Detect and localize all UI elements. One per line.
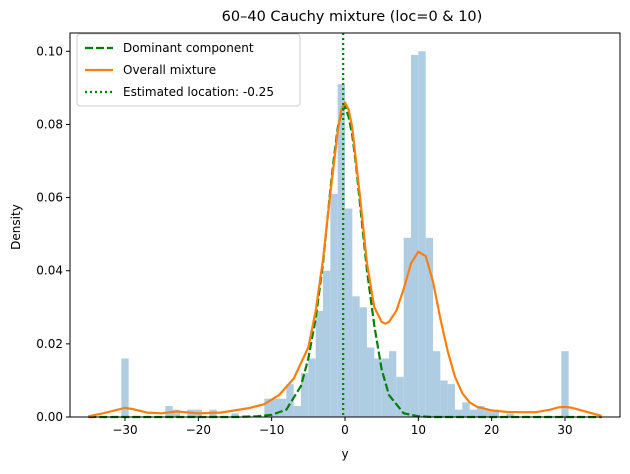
histogram-bar bbox=[425, 237, 433, 417]
histogram-bar bbox=[411, 54, 419, 417]
x-axis-label: y bbox=[341, 447, 348, 461]
y-tick-label: 0.08 bbox=[36, 117, 63, 131]
histogram-bar bbox=[323, 270, 331, 417]
histogram-bar bbox=[440, 380, 448, 417]
x-tick-label: −10 bbox=[259, 423, 284, 437]
histogram-bar bbox=[359, 307, 367, 417]
histogram-bar bbox=[172, 409, 180, 417]
legend: Dominant component Overall mixture Estimat… bbox=[76, 33, 301, 107]
histogram-bar bbox=[506, 413, 514, 417]
x-tick-label: −30 bbox=[112, 423, 137, 437]
legend-label: Dominant component bbox=[123, 41, 254, 55]
y-tick-label: 0.06 bbox=[36, 191, 63, 205]
x-tick-label: 30 bbox=[557, 423, 572, 437]
legend-box bbox=[76, 33, 301, 107]
histogram-bar bbox=[121, 358, 129, 417]
histogram-bar bbox=[455, 409, 463, 417]
y-tick-label: 0.10 bbox=[36, 44, 63, 58]
histogram-bar bbox=[561, 351, 569, 417]
histogram-bar bbox=[381, 358, 389, 417]
histogram-bar bbox=[337, 84, 345, 417]
x-axis-ticks: −30 −20 −10 0 10 20 30 bbox=[112, 417, 573, 437]
histogram-bar bbox=[301, 373, 309, 417]
histogram-bar bbox=[396, 376, 404, 417]
histogram-bar bbox=[345, 208, 353, 417]
y-tick-label: 0.02 bbox=[36, 337, 63, 351]
histogram-bar bbox=[447, 384, 455, 417]
x-tick-label: −20 bbox=[186, 423, 211, 437]
histogram-bar bbox=[293, 406, 301, 417]
histogram-bar bbox=[374, 358, 382, 417]
histogram-bar bbox=[231, 413, 239, 417]
histogram-bars bbox=[121, 51, 569, 418]
series-line-overall-mixture bbox=[88, 101, 602, 418]
legend-label: Overall mixture bbox=[123, 63, 216, 77]
histogram-bar bbox=[462, 402, 470, 417]
legend-label: Estimated location: -0.25 bbox=[123, 85, 274, 99]
histogram-bar bbox=[315, 310, 323, 417]
histogram-bar bbox=[469, 409, 477, 417]
histogram-bar bbox=[491, 409, 499, 417]
histogram-bar bbox=[418, 51, 426, 418]
histogram-bar bbox=[308, 358, 316, 417]
x-tick-label: 10 bbox=[411, 423, 426, 437]
histogram-bar bbox=[484, 409, 492, 417]
histogram-bar bbox=[286, 384, 294, 417]
histogram-bar bbox=[330, 193, 338, 417]
y-axis-label: Density bbox=[9, 204, 23, 250]
histogram-bar bbox=[433, 351, 441, 417]
histogram-bar bbox=[389, 351, 397, 417]
histogram-bar bbox=[367, 347, 375, 417]
x-tick-label: 0 bbox=[341, 423, 349, 437]
y-tick-label: 0.00 bbox=[36, 410, 63, 424]
histogram-bar bbox=[403, 237, 411, 417]
histogram-bar bbox=[477, 406, 485, 417]
y-tick-label: 0.04 bbox=[36, 264, 63, 278]
chart-title: 60–40 Cauchy mixture (loc=0 & 10) bbox=[222, 9, 483, 25]
y-axis-ticks: 0.00 0.02 0.04 0.06 0.08 0.10 bbox=[36, 44, 70, 424]
x-tick-label: 20 bbox=[484, 423, 499, 437]
histogram-bar bbox=[352, 296, 360, 417]
